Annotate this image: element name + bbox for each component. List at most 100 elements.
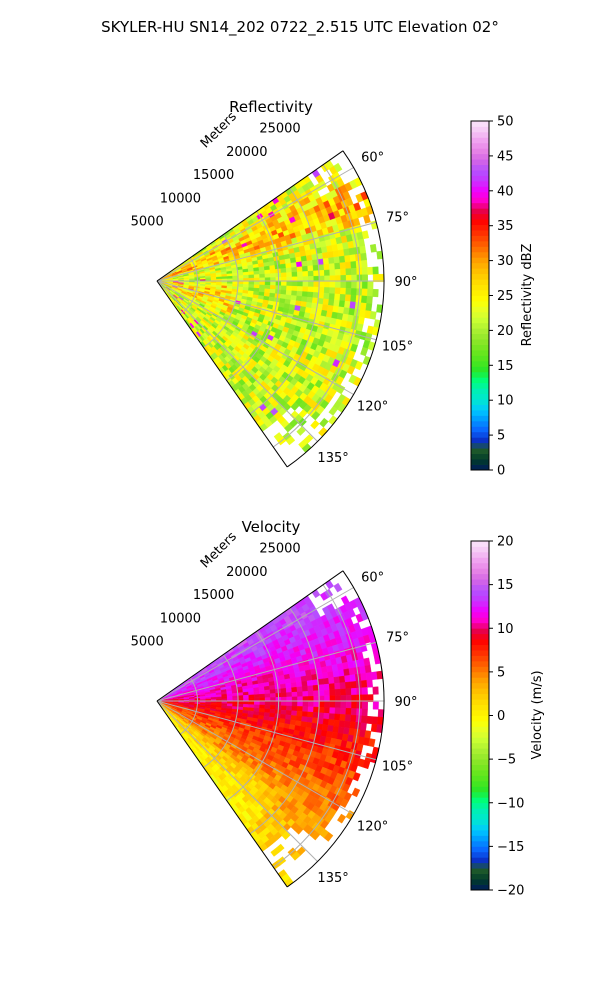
data-gate bbox=[302, 691, 309, 697]
data-gate bbox=[334, 262, 341, 270]
data-gate bbox=[323, 712, 330, 720]
data-gate bbox=[323, 707, 331, 714]
colorbar-swatch bbox=[471, 142, 489, 149]
data-gate bbox=[237, 275, 244, 279]
colorbar-swatch bbox=[471, 322, 489, 329]
data-gate bbox=[264, 269, 271, 275]
data-gate bbox=[280, 709, 287, 715]
data-gate bbox=[360, 672, 367, 681]
data-gate bbox=[307, 286, 314, 293]
colorbar-swatch bbox=[471, 426, 489, 433]
colorbar-tick-label: 20 bbox=[497, 535, 514, 550]
colorbar-swatch bbox=[471, 393, 489, 400]
data-gate bbox=[367, 281, 374, 290]
colorbar-swatch bbox=[471, 202, 489, 209]
data-gate bbox=[313, 270, 320, 277]
colorbar-swatch bbox=[471, 715, 489, 722]
data-gate bbox=[291, 271, 298, 278]
data-gate bbox=[338, 255, 346, 264]
velocity-colorbar: −20 −15 −10 −5 0 5 10 15 20 Velocity (m/s) bbox=[470, 535, 545, 899]
data-gate bbox=[334, 707, 341, 715]
colorbar-swatch bbox=[471, 360, 489, 367]
data-gate bbox=[291, 686, 298, 693]
colorbar-swatch bbox=[471, 862, 489, 869]
range-tick-label: 25000 bbox=[259, 122, 300, 137]
reflectivity-colorbar-label: Reflectivity dBZ bbox=[520, 244, 535, 347]
data-gate bbox=[281, 281, 287, 287]
colorbar-swatch bbox=[471, 246, 489, 253]
colorbar-swatch bbox=[471, 290, 489, 296]
data-gate bbox=[372, 701, 379, 710]
theta-tick-label: 75° bbox=[386, 211, 409, 226]
data-gate bbox=[307, 690, 314, 697]
colorbar-swatch bbox=[471, 595, 489, 602]
data-gate bbox=[302, 286, 309, 293]
data-gate bbox=[232, 701, 239, 705]
data-gate bbox=[263, 685, 271, 691]
colorbar-tick-label: 30 bbox=[497, 254, 514, 269]
data-gate bbox=[318, 286, 325, 294]
colorbar-swatch bbox=[471, 835, 489, 842]
data-gate bbox=[269, 269, 276, 274]
theta-tick-label: 90° bbox=[394, 275, 417, 290]
data-gate bbox=[286, 701, 293, 707]
data-gate bbox=[290, 262, 298, 268]
colorbar-swatch bbox=[471, 328, 489, 335]
data-gate bbox=[280, 705, 287, 711]
data-gate bbox=[361, 715, 368, 724]
colorbar-swatch bbox=[471, 660, 489, 667]
data-gate bbox=[361, 687, 368, 695]
colorbar-swatch bbox=[471, 355, 489, 362]
range-tick-label: 10000 bbox=[160, 612, 201, 627]
data-gate bbox=[286, 272, 293, 278]
colorbar-swatch bbox=[471, 693, 489, 700]
data-gate bbox=[306, 254, 313, 262]
colorbar-swatch bbox=[471, 666, 489, 673]
data-gate bbox=[357, 316, 365, 325]
colorbar-swatch bbox=[471, 628, 489, 635]
data-gate bbox=[322, 298, 330, 306]
colorbar-swatch bbox=[471, 622, 489, 629]
colorbar-swatch bbox=[471, 808, 489, 815]
data-gate bbox=[307, 270, 314, 277]
data-gate bbox=[324, 579, 334, 590]
data-gate bbox=[243, 701, 250, 705]
colorbar-swatch bbox=[471, 546, 489, 553]
colorbar-swatch bbox=[471, 557, 489, 564]
data-gate bbox=[237, 281, 244, 285]
data-gate bbox=[264, 281, 271, 286]
data-gate bbox=[301, 260, 308, 267]
colorbar-swatch bbox=[471, 399, 489, 405]
colorbar-tick-label: −20 bbox=[497, 884, 524, 899]
colorbar-swatch bbox=[471, 191, 489, 198]
colorbar-swatch bbox=[471, 600, 489, 607]
data-gate bbox=[297, 271, 304, 277]
data-gate bbox=[358, 238, 366, 248]
colorbar-swatch bbox=[471, 404, 489, 411]
data-gate bbox=[226, 695, 233, 700]
colorbar-swatch bbox=[471, 170, 489, 176]
data-gate bbox=[295, 256, 302, 263]
data-gate bbox=[312, 264, 320, 272]
velocity-title: Velocity bbox=[242, 518, 301, 536]
data-gate bbox=[306, 716, 314, 724]
theta-tick-label: 60° bbox=[361, 151, 384, 166]
azimuth-gridline bbox=[156, 280, 377, 341]
data-gate bbox=[253, 694, 260, 699]
data-gate bbox=[329, 269, 336, 276]
data-gate bbox=[301, 291, 309, 298]
data-gate bbox=[285, 436, 296, 446]
data-gate bbox=[350, 708, 358, 716]
range-tick-label: 5000 bbox=[131, 215, 164, 230]
colorbar-swatch bbox=[471, 797, 489, 804]
colorbar-swatch bbox=[471, 230, 489, 236]
data-gate bbox=[340, 281, 347, 289]
data-gate bbox=[329, 281, 336, 288]
colorbar-swatch bbox=[471, 748, 489, 755]
data-gate bbox=[339, 682, 346, 690]
colorbar-swatch bbox=[471, 857, 489, 864]
data-gate bbox=[253, 270, 260, 275]
data-gate bbox=[259, 284, 266, 290]
data-gate bbox=[329, 287, 336, 295]
reflectivity-colorbar-ticks: 0 5 10 15 20 25 30 35 40 45 50 bbox=[489, 115, 514, 479]
